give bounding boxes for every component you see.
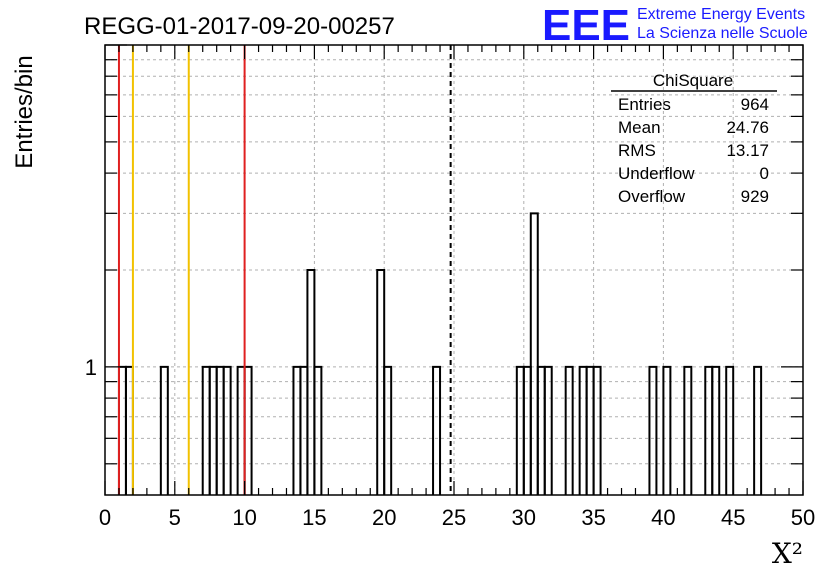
histogram-bar — [683, 365, 693, 495]
histogram-bar — [124, 365, 134, 495]
histogram-bar — [432, 365, 442, 495]
logo-line-2: La Scienza nelle Scuole — [637, 25, 808, 42]
y-axis-ticks: 1 — [85, 44, 803, 465]
stats-value: 964 — [741, 95, 769, 114]
x-tick-label: 10 — [232, 505, 256, 530]
x-tick-label: 50 — [791, 505, 815, 530]
x-tick-label: 15 — [302, 505, 326, 530]
histogram-bar — [704, 365, 714, 495]
stats-label: Mean — [618, 118, 661, 137]
stats-box: ChiSquare Entries 964 Mean 24.76 RMS 13.17 Und… — [611, 71, 777, 206]
x-tick-label: 30 — [512, 505, 536, 530]
logo-mark: EEE — [542, 1, 630, 50]
histogram-bar — [383, 365, 393, 495]
histogram-bar — [522, 365, 532, 495]
histogram-bar — [753, 365, 763, 495]
histogram-bars — [117, 212, 763, 495]
stats-label: Overflow — [618, 187, 686, 206]
x-tick-label: 20 — [372, 505, 396, 530]
stats-value: 0 — [760, 164, 769, 183]
histogram-bar — [529, 212, 539, 495]
stats-value: 24.76 — [726, 118, 769, 137]
histogram-bar — [117, 365, 127, 495]
histogram-bar — [201, 365, 211, 495]
x-tick-label: 35 — [581, 505, 605, 530]
x-axis-label: X² — [772, 537, 803, 570]
x-tick-label: 0 — [99, 505, 111, 530]
stats-value: 929 — [741, 187, 769, 206]
histogram-bar — [236, 365, 246, 495]
histogram-bar — [648, 365, 658, 495]
histogram-bar — [543, 365, 553, 495]
logo-line-1: Extreme Energy Events — [637, 6, 805, 23]
histogram-bar — [306, 269, 316, 495]
stats-value: 13.17 — [726, 141, 769, 160]
histogram-bar — [299, 365, 309, 495]
histogram-bar — [564, 365, 574, 495]
histogram-bar — [208, 365, 218, 495]
x-tick-label: 45 — [721, 505, 745, 530]
histogram-bar — [662, 365, 672, 495]
histogram-bar — [711, 365, 721, 495]
chart-title: REGG-01-2017-09-20-00257 — [84, 13, 395, 40]
x-axis-ticks: 0 5 10 15 20 25 30 35 40 45 50 — [99, 45, 815, 530]
histogram-bar — [159, 365, 169, 495]
histogram-bar — [313, 365, 323, 495]
stats-title: ChiSquare — [653, 71, 733, 90]
histogram-bar — [215, 365, 225, 495]
x-tick-label: 25 — [442, 505, 466, 530]
histogram-bar — [578, 365, 588, 495]
stats-label: Entries — [618, 95, 671, 114]
y-tick-label: 1 — [85, 355, 97, 380]
x-tick-label: 5 — [169, 505, 181, 530]
histogram-bar — [222, 365, 232, 495]
histogram-bar — [725, 365, 735, 495]
stats-label: RMS — [618, 141, 656, 160]
histogram-bar — [243, 365, 253, 495]
y-axis-label: Entries/bin — [11, 55, 38, 168]
eee-logo: EEE Extreme Energy Events La Scienza nel… — [542, 1, 808, 50]
histogram-bar — [585, 365, 595, 495]
histogram-bar — [376, 269, 386, 495]
histogram-bar — [292, 365, 302, 495]
histogram-bar — [515, 365, 525, 495]
histogram-bar — [536, 365, 546, 495]
stats-rows: Entries 964 Mean 24.76 RMS 13.17 Underflow 0 Ove… — [618, 95, 769, 206]
x-tick-label: 40 — [651, 505, 675, 530]
stats-label: Underflow — [618, 164, 695, 183]
histogram-bar — [592, 365, 602, 495]
reference-lines — [117, 45, 452, 495]
